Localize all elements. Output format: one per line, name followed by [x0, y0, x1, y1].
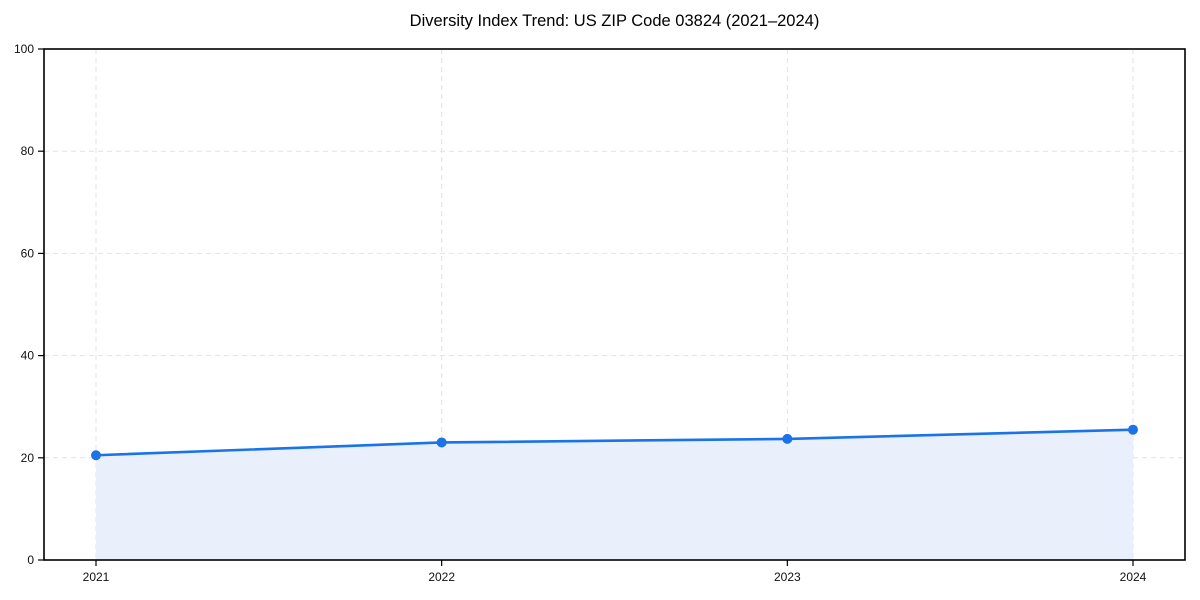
y-tick-label: 60	[21, 246, 35, 260]
area-fill	[96, 429, 1133, 560]
x-tick-label: 2021	[83, 570, 110, 584]
y-tick-label: 0	[27, 553, 34, 567]
data-point-marker	[782, 433, 793, 444]
x-tick-label: 2024	[1120, 570, 1147, 584]
series-line	[94, 428, 1135, 457]
y-tick-label: 80	[21, 144, 35, 158]
data-point-marker	[436, 437, 447, 448]
data-point-marker	[1128, 424, 1138, 435]
y-tick-label: 20	[21, 451, 35, 465]
axes-spines	[43, 48, 1186, 561]
chart-title: Diversity Index Trend: US ZIP Code 03824…	[409, 12, 820, 30]
x-tick-label: 2022	[428, 570, 455, 584]
y-tick-label: 40	[21, 349, 35, 363]
x-tick-label: 2023	[774, 570, 801, 584]
y-tick-label: 100	[14, 42, 34, 56]
data-point-marker	[91, 450, 101, 461]
